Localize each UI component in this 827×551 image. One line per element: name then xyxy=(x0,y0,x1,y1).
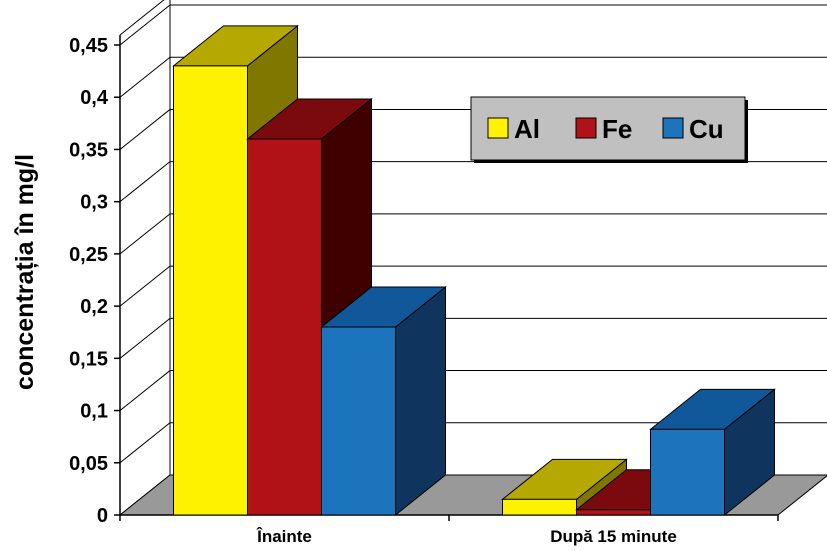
y-tick-label: 0,3 xyxy=(80,192,108,214)
x-category-label: Înainte xyxy=(256,527,312,546)
gridline-side xyxy=(119,317,171,359)
side-wall-top xyxy=(119,0,165,36)
legend-swatch-al xyxy=(487,117,509,139)
y-tick-label: 0,35 xyxy=(69,139,108,161)
y-tick-label: 0,25 xyxy=(69,244,108,266)
legend-box xyxy=(470,96,746,161)
bar-front-face xyxy=(502,498,577,516)
gridline-side xyxy=(119,56,171,98)
gridline-side xyxy=(119,109,171,150)
gridline-side xyxy=(119,4,171,46)
gridline-side xyxy=(119,422,171,464)
x-category-labels: Înainte După 15 minute xyxy=(256,527,677,546)
legend: Al Fe Cu xyxy=(470,96,748,163)
legend-label-fe: Fe xyxy=(602,114,632,144)
y-tick-label: 0 xyxy=(97,505,108,527)
bar-cu xyxy=(649,388,776,517)
bar-al xyxy=(501,458,628,517)
y-axis-label: concentrația în mg/l xyxy=(11,154,39,390)
legend-label-al: Al xyxy=(514,114,540,144)
gridline-side xyxy=(119,213,171,255)
y-tick-label: 0,15 xyxy=(69,348,108,370)
y-tick-label: 0,45 xyxy=(69,35,108,57)
bar-cu xyxy=(320,285,447,517)
x-category-label: După 15 minute xyxy=(550,527,677,546)
y-tick-label: 0,05 xyxy=(69,453,108,475)
bars xyxy=(172,24,776,517)
bar-front-face xyxy=(321,326,396,516)
y-tick-label: 0,2 xyxy=(80,296,108,318)
bar-front-face xyxy=(576,509,651,516)
bar-front-face xyxy=(173,65,248,516)
y-tick-labels: 0 0,05 0,1 0,15 0,2 0,25 0,3 0,35 0,4 0,45 xyxy=(69,35,109,527)
y-tick-label: 0,4 xyxy=(80,87,109,109)
legend-swatch-cu xyxy=(662,117,684,139)
gridline-side xyxy=(119,161,171,203)
gridline-side xyxy=(119,370,171,411)
gridline-side xyxy=(119,265,171,307)
bar-front-face xyxy=(650,428,725,516)
legend-swatch-fe xyxy=(575,117,597,139)
bar-front-face xyxy=(247,138,322,516)
legend-label-cu: Cu xyxy=(689,114,724,144)
y-tick-label: 0,1 xyxy=(80,401,108,423)
